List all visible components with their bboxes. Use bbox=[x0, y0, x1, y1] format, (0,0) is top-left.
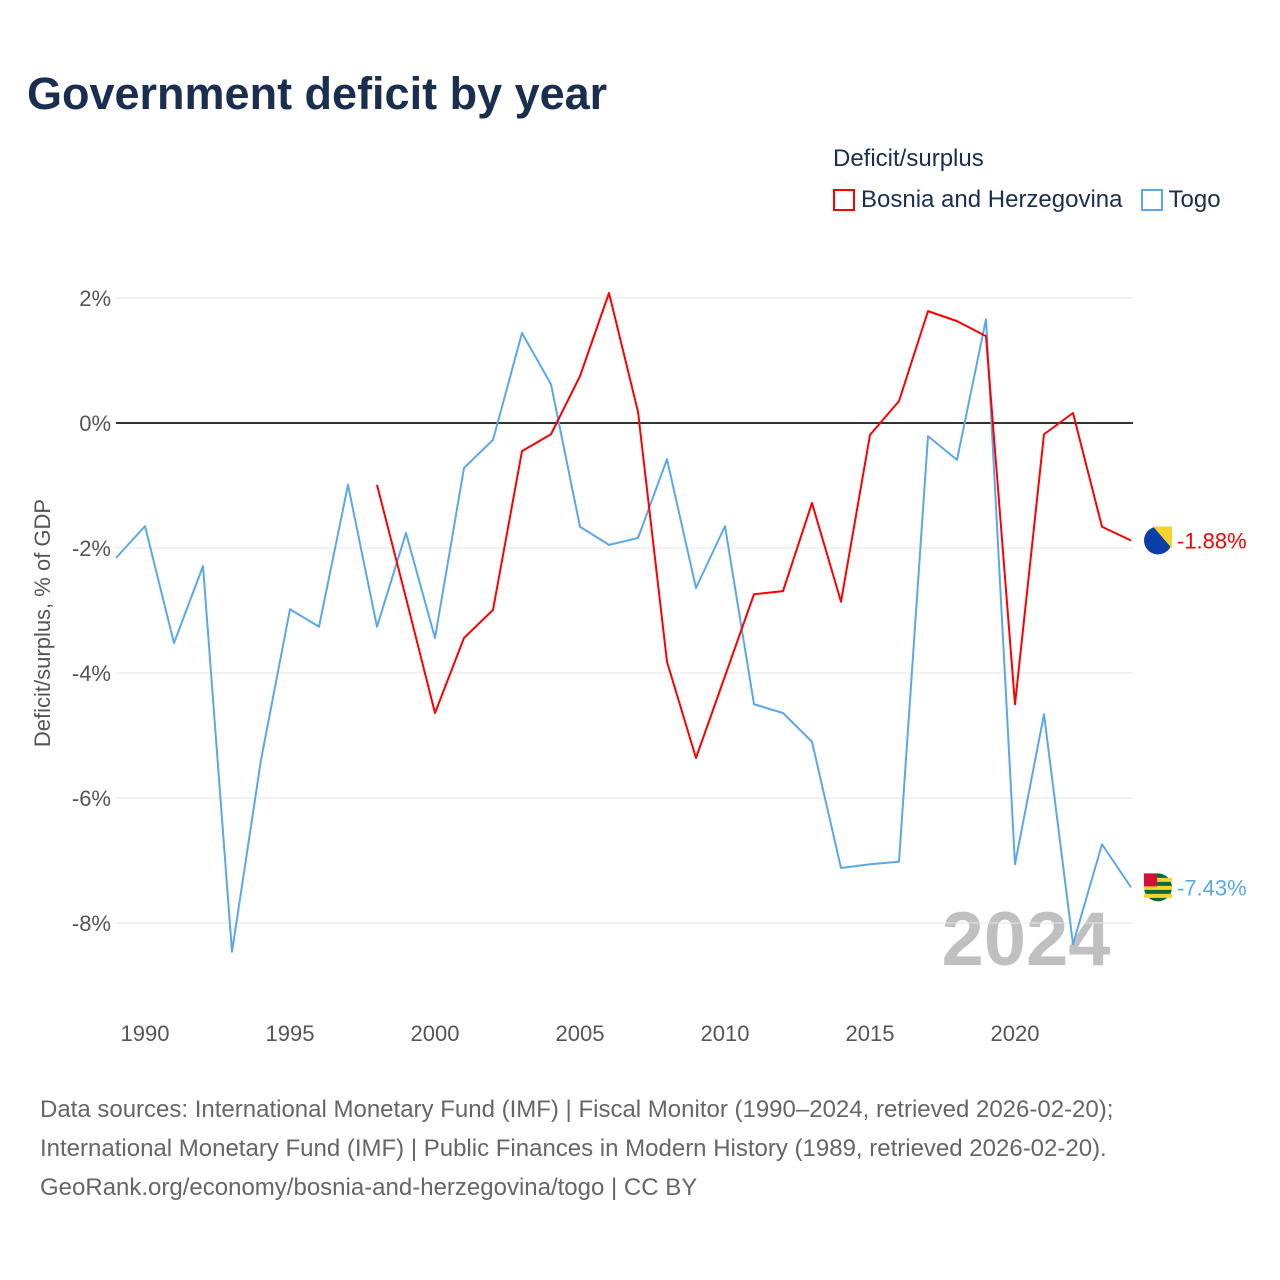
legend-label-bosnia: Bosnia and Herzegovina bbox=[861, 186, 1123, 213]
end-value-label-bosnia: -1.88% bbox=[1177, 529, 1247, 554]
y-tick-label: -4% bbox=[72, 661, 111, 686]
y-tick-label: -8% bbox=[72, 911, 111, 936]
series-line-bosnia bbox=[376, 292, 1132, 759]
x-tick-label: 2015 bbox=[846, 1021, 895, 1046]
footer: Data sources: International Monetary Fun… bbox=[40, 1090, 1113, 1207]
legend: Bosnia and Herzegovina Togo bbox=[833, 186, 1221, 214]
source-attribution: GeoRank.org/economy/bosnia-and-herzegovi… bbox=[40, 1174, 698, 1201]
y-tick-label: -2% bbox=[72, 536, 111, 561]
flag-canton bbox=[1144, 873, 1157, 887]
end-value-label-togo: -7.43% bbox=[1177, 875, 1247, 900]
flag-triangle bbox=[1153, 526, 1172, 549]
x-tick-label: 2005 bbox=[556, 1021, 605, 1046]
legend-item-togo[interactable]: Togo bbox=[1140, 186, 1221, 214]
source-line-2: International Monetary Fund (IMF) | Publ… bbox=[40, 1135, 1107, 1162]
legend-swatch-bosnia bbox=[833, 189, 855, 211]
y-tick-label: -6% bbox=[72, 786, 111, 811]
x-tick-label: 1990 bbox=[121, 1021, 170, 1046]
x-tick-label: 1995 bbox=[266, 1021, 315, 1046]
y-axis-label: Deficit/surplus, % of GDP bbox=[30, 499, 55, 747]
flag-icon-bosnia bbox=[1144, 526, 1172, 555]
y-tick-label: 0% bbox=[79, 411, 111, 436]
series-line-togo bbox=[115, 318, 1132, 953]
flag-icon-togo bbox=[1144, 873, 1172, 902]
flag-stripe bbox=[1144, 893, 1172, 898]
legend-label-togo: Togo bbox=[1168, 186, 1221, 213]
x-tick-label: 2010 bbox=[701, 1021, 750, 1046]
x-tick-label: 2020 bbox=[991, 1021, 1040, 1046]
year-watermark: 2024 bbox=[941, 897, 1110, 982]
chart-title: Government deficit by year bbox=[27, 68, 608, 119]
flag-stripe bbox=[1144, 877, 1172, 882]
legend-swatch-togo bbox=[1140, 189, 1163, 211]
y-tick-label: 2% bbox=[79, 286, 111, 311]
source-line-1: Data sources: International Monetary Fun… bbox=[40, 1096, 1114, 1123]
legend-item-bosnia[interactable]: Bosnia and Herzegovina bbox=[833, 186, 1123, 214]
x-tick-label: 2000 bbox=[411, 1021, 460, 1046]
legend-title: Deficit/surplus bbox=[833, 145, 984, 172]
flag-stripe bbox=[1144, 885, 1172, 890]
